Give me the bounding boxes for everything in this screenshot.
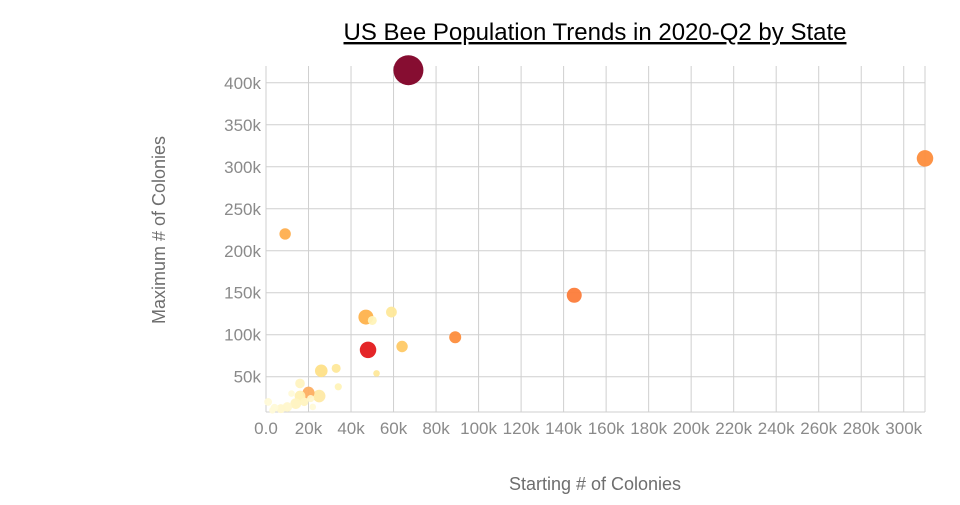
data-point[interactable] (312, 389, 326, 403)
data-point[interactable] (314, 364, 328, 378)
data-point[interactable] (373, 370, 380, 377)
x-tick-label: 40k (337, 419, 365, 438)
data-point[interactable] (307, 394, 315, 403)
chart-title: US Bee Population Trends in 2020-Q2 by S… (344, 19, 847, 46)
data-point[interactable] (269, 407, 276, 414)
data-point[interactable] (279, 228, 291, 240)
x-tick-label: 260k (800, 419, 837, 438)
x-tick-label: 160k (588, 419, 625, 438)
data-point[interactable] (264, 398, 273, 406)
y-tick-label: 400k (224, 74, 261, 93)
y-tick-label: 250k (224, 200, 261, 219)
x-tick-label: 280k (843, 419, 880, 438)
y-tick-labels: 50k 100k 150k 200k 250k 300k 350k 400k (224, 74, 261, 387)
x-tick-label: 100k (460, 419, 497, 438)
x-tick-label: 60k (380, 419, 408, 438)
y-tick-label: 100k (224, 326, 261, 345)
data-point[interactable] (288, 390, 295, 397)
x-axis-title: Starting # of Colonies (509, 474, 681, 494)
x-tick-label: 300k (885, 419, 922, 438)
data-point[interactable] (290, 398, 302, 410)
x-tick-label: 240k (758, 419, 795, 438)
y-tick-label: 350k (224, 116, 261, 135)
data-point[interactable] (367, 315, 377, 325)
y-tick-label: 150k (224, 284, 261, 303)
x-tick-label: 140k (545, 419, 582, 438)
data-point[interactable] (393, 55, 424, 86)
data-point[interactable] (566, 287, 582, 303)
data-point[interactable] (916, 150, 934, 167)
data-point[interactable] (396, 340, 408, 353)
y-tick-label: 300k (224, 158, 261, 177)
data-points (264, 55, 934, 414)
y-axis-title: Maximum # of Colonies (149, 136, 169, 324)
y-tick-label: 200k (224, 242, 261, 261)
data-point[interactable] (449, 331, 462, 344)
x-tick-label: 220k (715, 419, 752, 438)
data-point[interactable] (331, 363, 341, 373)
x-tick-label: 120k (503, 419, 540, 438)
x-tick-labels: 0.0 20k 40k 60k 80k 100k 120k 140k 160k 180k 200k 2… (254, 419, 922, 438)
grid-layer (265, 66, 926, 413)
data-point[interactable] (309, 403, 317, 411)
data-point[interactable] (295, 378, 305, 389)
data-point[interactable] (359, 341, 377, 359)
data-point[interactable] (300, 397, 309, 407)
x-tick-label: 0.0 (254, 419, 278, 438)
data-point[interactable] (386, 306, 397, 318)
y-tick-label: 50k (234, 368, 262, 387)
x-tick-label: 20k (295, 419, 323, 438)
x-tick-label: 180k (630, 419, 667, 438)
x-tick-label: 200k (673, 419, 710, 438)
data-point[interactable] (276, 404, 286, 414)
data-point[interactable] (334, 383, 342, 391)
x-tick-label: 80k (422, 419, 450, 438)
